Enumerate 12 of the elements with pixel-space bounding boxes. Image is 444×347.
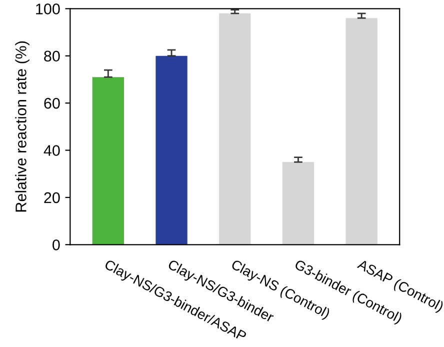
bar — [219, 13, 251, 245]
y-tick-label: 80 — [44, 50, 60, 62]
y-tick-label: 60 — [44, 98, 60, 109]
bar — [346, 18, 378, 245]
bar — [282, 162, 314, 245]
bar — [156, 56, 188, 245]
y-tick-label: 0 — [52, 240, 60, 250]
bar — [92, 77, 124, 245]
y-tick-label: 20 — [44, 192, 60, 204]
y-axis-title: Relative reaction rate (%) — [15, 41, 30, 212]
y-tick-label: 100 — [36, 4, 60, 14]
y-tick-label: 40 — [44, 145, 60, 156]
